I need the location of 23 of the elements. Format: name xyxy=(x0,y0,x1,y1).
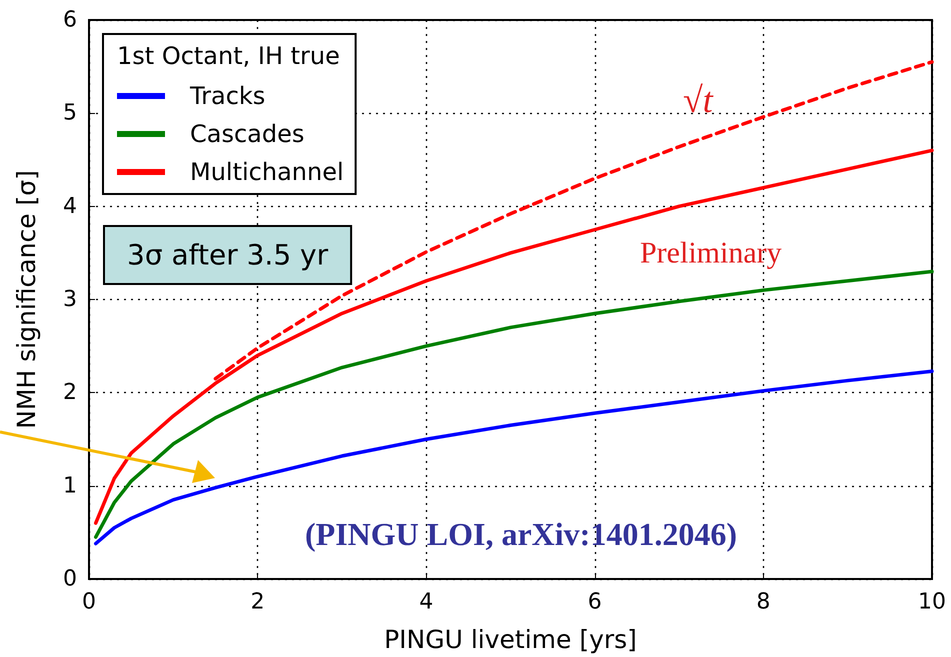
x-tick-label: 6 xyxy=(588,590,602,614)
annotation: √t xyxy=(683,80,714,120)
annotation: 3σ after 3.5 yr xyxy=(127,238,329,272)
y-tick-label: 4 xyxy=(63,194,77,219)
x-tick-label: 2 xyxy=(250,590,265,614)
legend-label: Cascades xyxy=(190,120,304,148)
x-tick-label: 4 xyxy=(419,590,434,614)
y-tick-label: 1 xyxy=(63,473,77,498)
x-tick-label: 0 xyxy=(82,590,96,614)
y-tick-label: 6 xyxy=(63,8,77,32)
annotation: (PINGU LOI, arXiv:1401.2046) xyxy=(305,516,737,552)
legend-label: Tracks xyxy=(189,82,266,110)
x-tick-label: 10 xyxy=(918,590,946,614)
x-tick-label: 8 xyxy=(756,590,770,614)
y-tick-label: 5 xyxy=(63,100,77,126)
legend-label: Multichannel xyxy=(190,158,344,186)
annotation: Preliminary xyxy=(640,236,782,270)
y-axis-title: NMH significance [σ] xyxy=(12,170,41,429)
y-tick-label: 3 xyxy=(63,287,77,312)
legend-title: 1st Octant, IH true xyxy=(117,42,340,70)
y-tick-label: 0 xyxy=(63,566,77,592)
y-tick-label: 2 xyxy=(63,380,77,406)
x-axis-title: PINGU livetime [yrs] xyxy=(384,625,637,654)
